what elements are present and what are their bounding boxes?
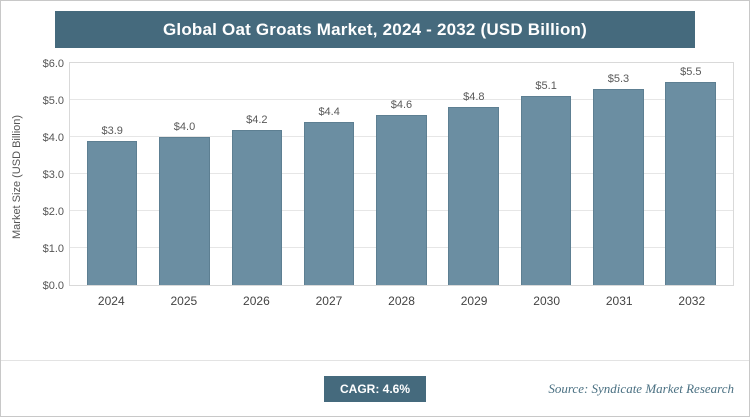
- bar: [448, 107, 500, 285]
- bar: [593, 88, 644, 285]
- bar-data-label: $4.8: [463, 91, 485, 104]
- bar-chart: Market Size (USD Billion) $0.0 $1.0 $2.0 $3…: [9, 58, 734, 308]
- chart-title: Global Oat Groats Market, 2024 - 2032 (U…: [55, 11, 695, 48]
- source-credit: Source: Syndicate Market Research: [548, 380, 734, 396]
- bar-group: $4.0: [148, 63, 220, 285]
- bar: [231, 129, 283, 285]
- bar-data-label: $4.0: [173, 121, 196, 134]
- y-tick-label: $6.0: [42, 58, 64, 70]
- bar-group: $4.2: [221, 63, 293, 285]
- bar-group: $4.6: [365, 63, 437, 285]
- bar-data-label: $5.3: [607, 72, 630, 85]
- bar-data-label: $5.1: [535, 80, 557, 93]
- y-tick-label: $3.0: [42, 169, 64, 181]
- gridline: [70, 99, 733, 100]
- bar: [86, 140, 138, 285]
- bar: [159, 137, 210, 285]
- bar-data-label: $5.5: [680, 65, 702, 78]
- bar-group: $5.1: [510, 63, 582, 285]
- bar-group: $4.4: [293, 63, 365, 285]
- bar-data-label: $4.2: [246, 113, 268, 126]
- bar: [520, 96, 572, 285]
- bar-group: $5.5: [655, 63, 727, 285]
- bar-group: $5.3: [582, 63, 654, 285]
- bar-data-label: $4.6: [390, 98, 413, 111]
- plot-area: $0.0 $1.0 $2.0 $3.0 $4.0 $5.0 $6.0 $3.9 $4.0 $4.2…: [43, 58, 734, 292]
- bar: [665, 81, 717, 285]
- bar: [303, 122, 355, 285]
- x-axis: 2024 2025 2026 2027 2028 2029 2030 2031 2032: [69, 294, 734, 308]
- x-tick-label: 2028: [388, 294, 415, 308]
- x-tick-label: 2030: [533, 294, 560, 308]
- x-tick-label: 2026: [243, 294, 270, 308]
- y-tick-label: $2.0: [42, 206, 64, 219]
- y-tick-label: $0.0: [42, 280, 64, 292]
- x-tick-label: 2032: [678, 294, 706, 308]
- bar: [376, 114, 427, 285]
- chart-footer: CAGR: 4.6% Source: Syndicate Market Rese…: [1, 360, 749, 416]
- x-tick-label: 2027: [315, 294, 343, 308]
- y-tick-label: $5.0: [42, 95, 64, 107]
- bar-group: $4.8: [438, 63, 510, 285]
- cagr-badge: CAGR: 4.6%: [323, 375, 426, 402]
- y-tick-label: $1.0: [42, 243, 64, 256]
- bar-group: $3.9: [76, 63, 148, 285]
- bars-container: $3.9 $4.0 $4.2 $4.4 $4.6 $4.8 $5.1 $5.3 $5.5: [70, 63, 733, 285]
- x-tick-label: 2024: [97, 294, 125, 308]
- bar-data-label: $4.4: [318, 106, 340, 119]
- bar-data-label: $3.9: [101, 124, 123, 137]
- x-tick-label: 2031: [605, 294, 633, 308]
- x-tick-label: 2025: [170, 294, 198, 308]
- chart-main: $0.0 $1.0 $2.0 $3.0 $4.0 $5.0 $6.0 $3.9 $4.0 $4.2…: [43, 58, 734, 308]
- y-tick-label: $4.0: [42, 132, 64, 145]
- x-tick-label: 2029: [460, 294, 488, 308]
